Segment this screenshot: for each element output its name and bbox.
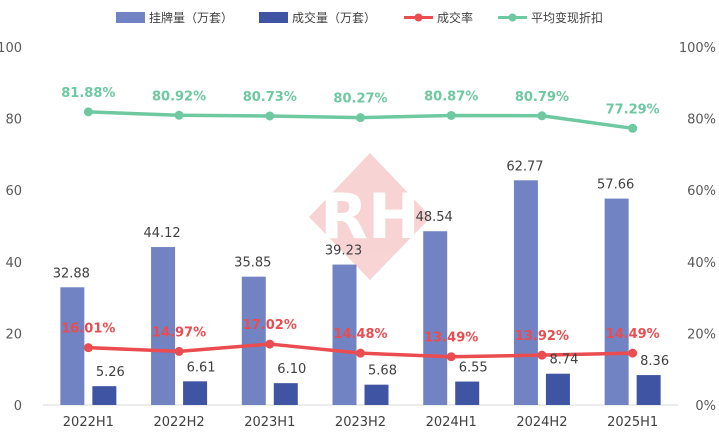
x-tick-label: 2025H1 xyxy=(607,415,658,430)
line-value-label: 80.73% xyxy=(243,90,297,105)
line-point xyxy=(265,339,275,349)
y-right-tick-label: 40% xyxy=(687,256,716,271)
y-left-tick-label: 40 xyxy=(5,256,22,271)
line-value-label: 14.49% xyxy=(606,327,660,342)
line-value-label: 80.27% xyxy=(333,92,387,107)
legend-swatch xyxy=(116,12,145,23)
y-left-tick-label: 20 xyxy=(5,327,22,342)
y-right-tick-label: 20% xyxy=(687,327,716,342)
y-left-tick-label: 60 xyxy=(5,184,22,199)
bar-listings xyxy=(151,247,176,405)
bar-value-label: 44.12 xyxy=(143,226,180,241)
legend-label: 成交量（万套） xyxy=(292,10,376,25)
bar-value-label: 6.61 xyxy=(187,360,216,375)
line-point xyxy=(446,352,456,362)
line-value-label: 17.02% xyxy=(243,318,297,333)
line-point xyxy=(265,111,275,121)
bar-listings xyxy=(423,231,448,405)
line-point xyxy=(356,348,365,358)
y-left-tick-label: 100 xyxy=(0,41,22,56)
line-point xyxy=(446,110,456,120)
y-right-tick-label: 100% xyxy=(679,41,716,56)
line-point xyxy=(628,123,638,133)
line-value-label: 13.49% xyxy=(424,331,478,346)
line-value-label: 77.29% xyxy=(606,102,660,117)
line-value-label: 14.97% xyxy=(152,325,206,340)
bar-value-label: 5.26 xyxy=(96,365,125,380)
bar-listings xyxy=(60,287,85,405)
bar-value-label: 6.10 xyxy=(277,362,306,377)
line-value-label: 80.92% xyxy=(152,89,206,104)
bar-value-label: 8.74 xyxy=(549,353,578,368)
y-left-tick-label: 80 xyxy=(5,113,22,128)
y-right-tick-label: 0% xyxy=(695,399,716,414)
x-tick-label: 2024H2 xyxy=(516,415,567,430)
x-tick-label: 2023H2 xyxy=(335,415,386,430)
bar-value-label: 35.85 xyxy=(234,256,271,271)
line-point xyxy=(537,350,547,360)
x-tick-label: 2022H1 xyxy=(63,415,114,430)
line-point xyxy=(628,348,638,358)
line-value-label: 80.87% xyxy=(424,89,478,104)
x-tick-label: 2024H1 xyxy=(426,415,477,430)
bar-transactions xyxy=(545,373,570,405)
legend-swatch-marker xyxy=(414,13,423,22)
bar-listings xyxy=(241,276,266,405)
bar-transactions xyxy=(364,384,389,405)
bar-value-label: 39.23 xyxy=(325,244,362,259)
line-point xyxy=(537,111,547,121)
line-point xyxy=(356,113,365,123)
line-value-label: 16.01% xyxy=(61,322,115,337)
line-value-label: 81.88% xyxy=(61,86,115,101)
bar-transactions xyxy=(183,381,208,405)
bar-transactions xyxy=(636,375,661,405)
rh-watermark-logo: RH xyxy=(309,153,431,280)
bar-listings xyxy=(332,264,357,405)
legend: 挂牌量（万套） 成交量（万套） 成交率 平均变现折扣 xyxy=(116,10,603,25)
bar-value-label: 8.36 xyxy=(640,354,669,369)
line-point xyxy=(174,346,184,356)
y-right-tick-label: 80% xyxy=(687,113,716,128)
svg-text:RH: RH xyxy=(320,180,420,253)
legend-swatch-marker xyxy=(508,13,517,22)
axes: 0 20 40 60 80 100 0% 20% 40% 60% 80% 100% 2022H1 2022… xyxy=(0,41,716,430)
bar-value-label: 6.55 xyxy=(459,361,488,376)
x-tick-label: 2023H1 xyxy=(244,415,295,430)
bar-value-label: 5.68 xyxy=(368,364,397,379)
bar-transactions xyxy=(92,386,117,405)
legend-swatch xyxy=(259,12,288,23)
bars xyxy=(60,180,661,405)
data-labels: 32.88 44.12 35.85 39.23 48.54 62.77 57.66 5.26 6… xyxy=(53,86,669,380)
line-value-label: 13.92% xyxy=(515,329,569,344)
bar-transactions xyxy=(455,381,480,405)
line-point xyxy=(83,107,93,117)
x-tick-label: 2022H2 xyxy=(154,415,205,430)
bar-value-label: 48.54 xyxy=(416,210,453,225)
line-value-label: 80.79% xyxy=(515,90,569,105)
bar-transactions xyxy=(273,383,298,405)
bar-listings xyxy=(604,198,629,405)
line-point xyxy=(83,343,93,353)
y-right-tick-label: 60% xyxy=(687,184,716,199)
bar-value-label: 62.77 xyxy=(506,159,543,174)
bar-value-label: 32.88 xyxy=(53,266,90,281)
legend-label: 平均变现折扣 xyxy=(531,10,603,25)
legend-label: 成交率 xyxy=(437,10,473,25)
line-value-label: 14.48% xyxy=(333,327,387,342)
bar-value-label: 57.66 xyxy=(597,178,634,193)
lines xyxy=(83,107,638,362)
bar-listings xyxy=(513,180,538,405)
y-left-tick-label: 0 xyxy=(14,399,22,414)
legend-label: 挂牌量（万套） xyxy=(149,11,233,25)
line-point xyxy=(174,110,184,120)
